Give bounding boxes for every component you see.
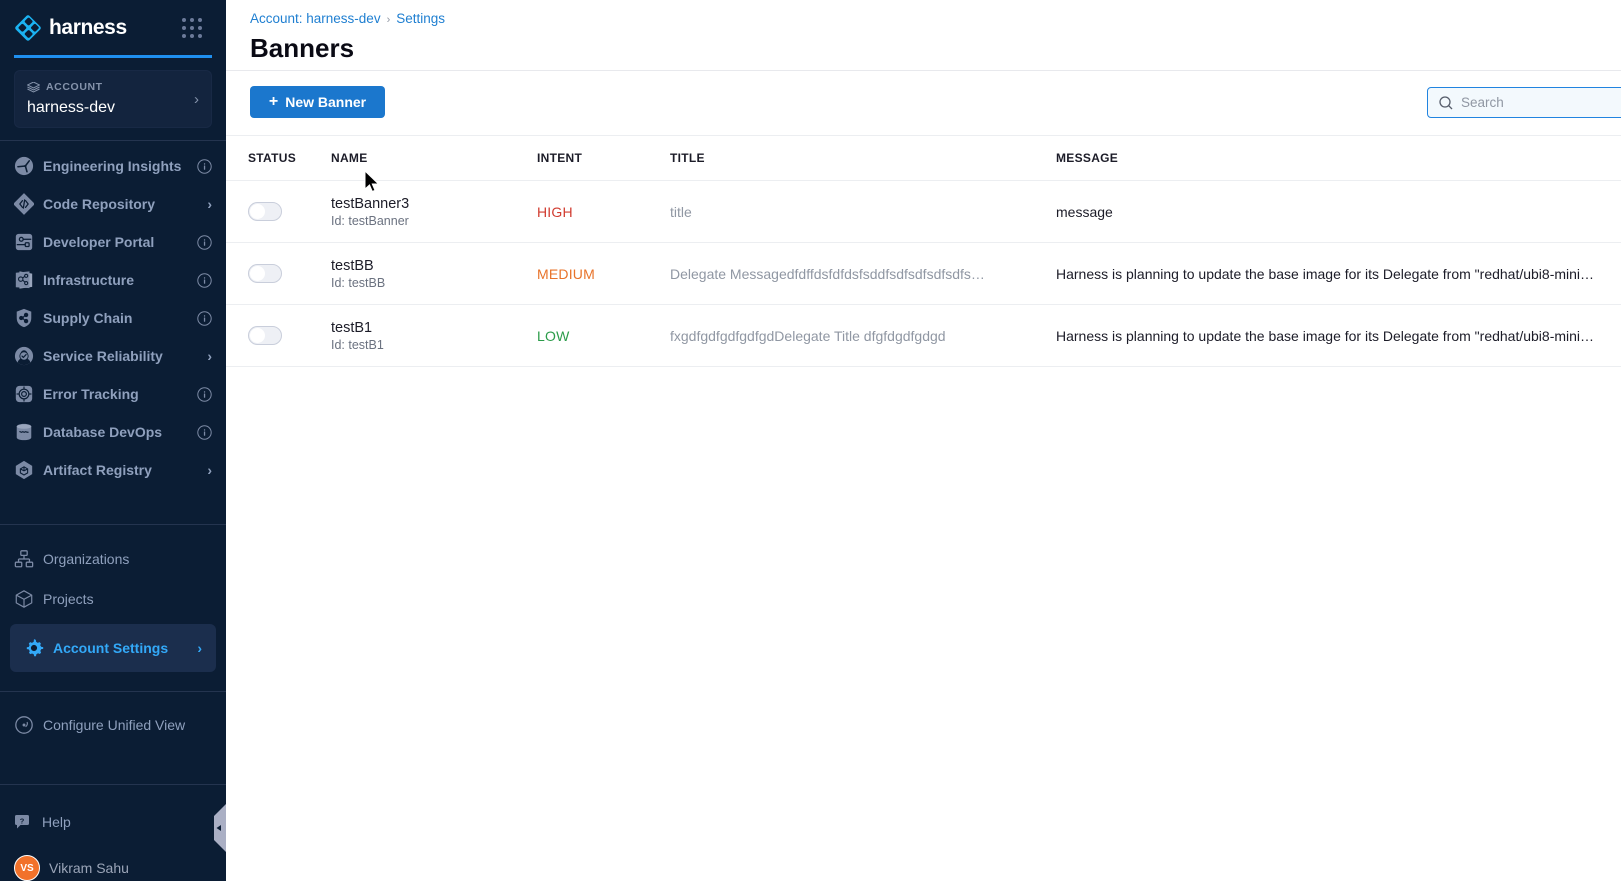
svg-text:?: ?	[20, 816, 25, 825]
